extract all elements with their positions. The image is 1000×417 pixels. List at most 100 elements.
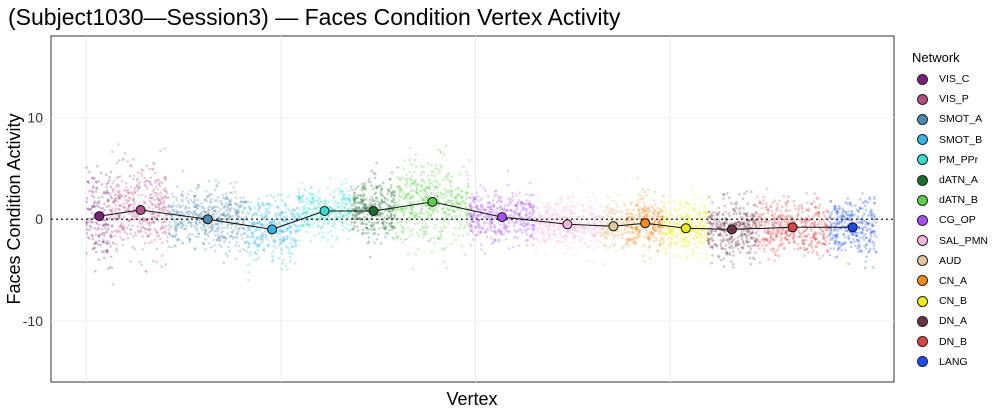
data-point (192, 195, 196, 198)
data-point (114, 197, 117, 201)
data-point (478, 218, 481, 221)
data-point (601, 215, 604, 219)
data-point (119, 230, 122, 234)
data-point (341, 191, 344, 195)
data-point (129, 232, 132, 236)
data-point (89, 217, 93, 221)
data-point (498, 206, 502, 209)
data-point (107, 198, 110, 201)
data-point (706, 232, 710, 235)
data-point (399, 207, 403, 210)
data-point (222, 212, 225, 216)
data-point (165, 213, 169, 217)
data-point (315, 199, 318, 203)
data-point (431, 210, 435, 213)
data-point (226, 197, 230, 201)
data-point (174, 228, 178, 231)
data-point (387, 189, 391, 192)
data-point (86, 180, 90, 183)
data-point (529, 235, 532, 238)
data-point (176, 185, 179, 188)
data-point (193, 200, 197, 203)
data-point (393, 195, 397, 198)
data-point (457, 192, 460, 196)
data-point (172, 211, 175, 214)
data-point (214, 209, 217, 212)
data-point (111, 188, 115, 192)
data-point (405, 177, 409, 181)
data-point (127, 205, 130, 208)
data-point (484, 214, 488, 217)
data-point (353, 225, 356, 228)
data-point (224, 214, 228, 218)
data-point (465, 191, 468, 194)
data-point (656, 211, 660, 215)
data-point (395, 235, 399, 239)
data-point (426, 204, 429, 208)
data-point (593, 200, 597, 204)
data-point (529, 205, 533, 209)
data-point (627, 244, 630, 248)
data-point (648, 214, 652, 217)
data-point (144, 195, 147, 198)
data-point (283, 201, 287, 205)
data-point (132, 218, 136, 221)
data-point (821, 242, 824, 246)
data-point (217, 210, 221, 214)
data-point (103, 208, 106, 212)
data-point (356, 185, 360, 188)
data-point (360, 186, 364, 189)
data-point (592, 221, 595, 225)
data-point (801, 210, 804, 214)
data-point (213, 230, 216, 233)
data-point (569, 200, 573, 204)
data-point (197, 213, 200, 216)
data-point (606, 236, 609, 239)
data-point (476, 207, 479, 211)
data-point (346, 214, 350, 218)
data-point (590, 214, 593, 218)
data-point (124, 189, 128, 192)
data-point (115, 249, 118, 253)
data-point (643, 235, 646, 238)
data-point (437, 182, 440, 186)
data-point (295, 229, 299, 233)
data-point (422, 179, 426, 183)
data-point (387, 217, 391, 220)
data-point (737, 248, 740, 251)
data-point (121, 157, 125, 160)
data-point (156, 219, 160, 223)
data-point (156, 230, 159, 234)
data-point (227, 217, 230, 220)
data-point (499, 230, 502, 234)
data-point (349, 223, 353, 226)
data-point (369, 227, 372, 231)
data-point (101, 195, 104, 199)
data-point (419, 189, 422, 193)
data-point (742, 207, 745, 210)
data-point (191, 213, 195, 217)
data-point (289, 225, 292, 229)
data-point (428, 206, 432, 210)
data-point (636, 233, 640, 236)
data-point (279, 215, 282, 218)
data-point (88, 207, 92, 211)
data-point (164, 263, 168, 267)
data-point (153, 215, 156, 219)
data-point (220, 245, 223, 248)
data-point (469, 244, 473, 247)
data-point (642, 201, 646, 204)
data-point (532, 205, 535, 209)
data-point (355, 196, 358, 200)
data-point (150, 167, 154, 171)
data-point (105, 249, 109, 252)
data-point (611, 199, 614, 202)
data-point (154, 179, 157, 182)
data-point (130, 191, 134, 194)
data-point (648, 257, 652, 260)
data-point (142, 200, 146, 203)
data-point (92, 196, 96, 199)
data-point (245, 235, 249, 239)
data-point (234, 244, 238, 247)
data-point (252, 213, 255, 217)
